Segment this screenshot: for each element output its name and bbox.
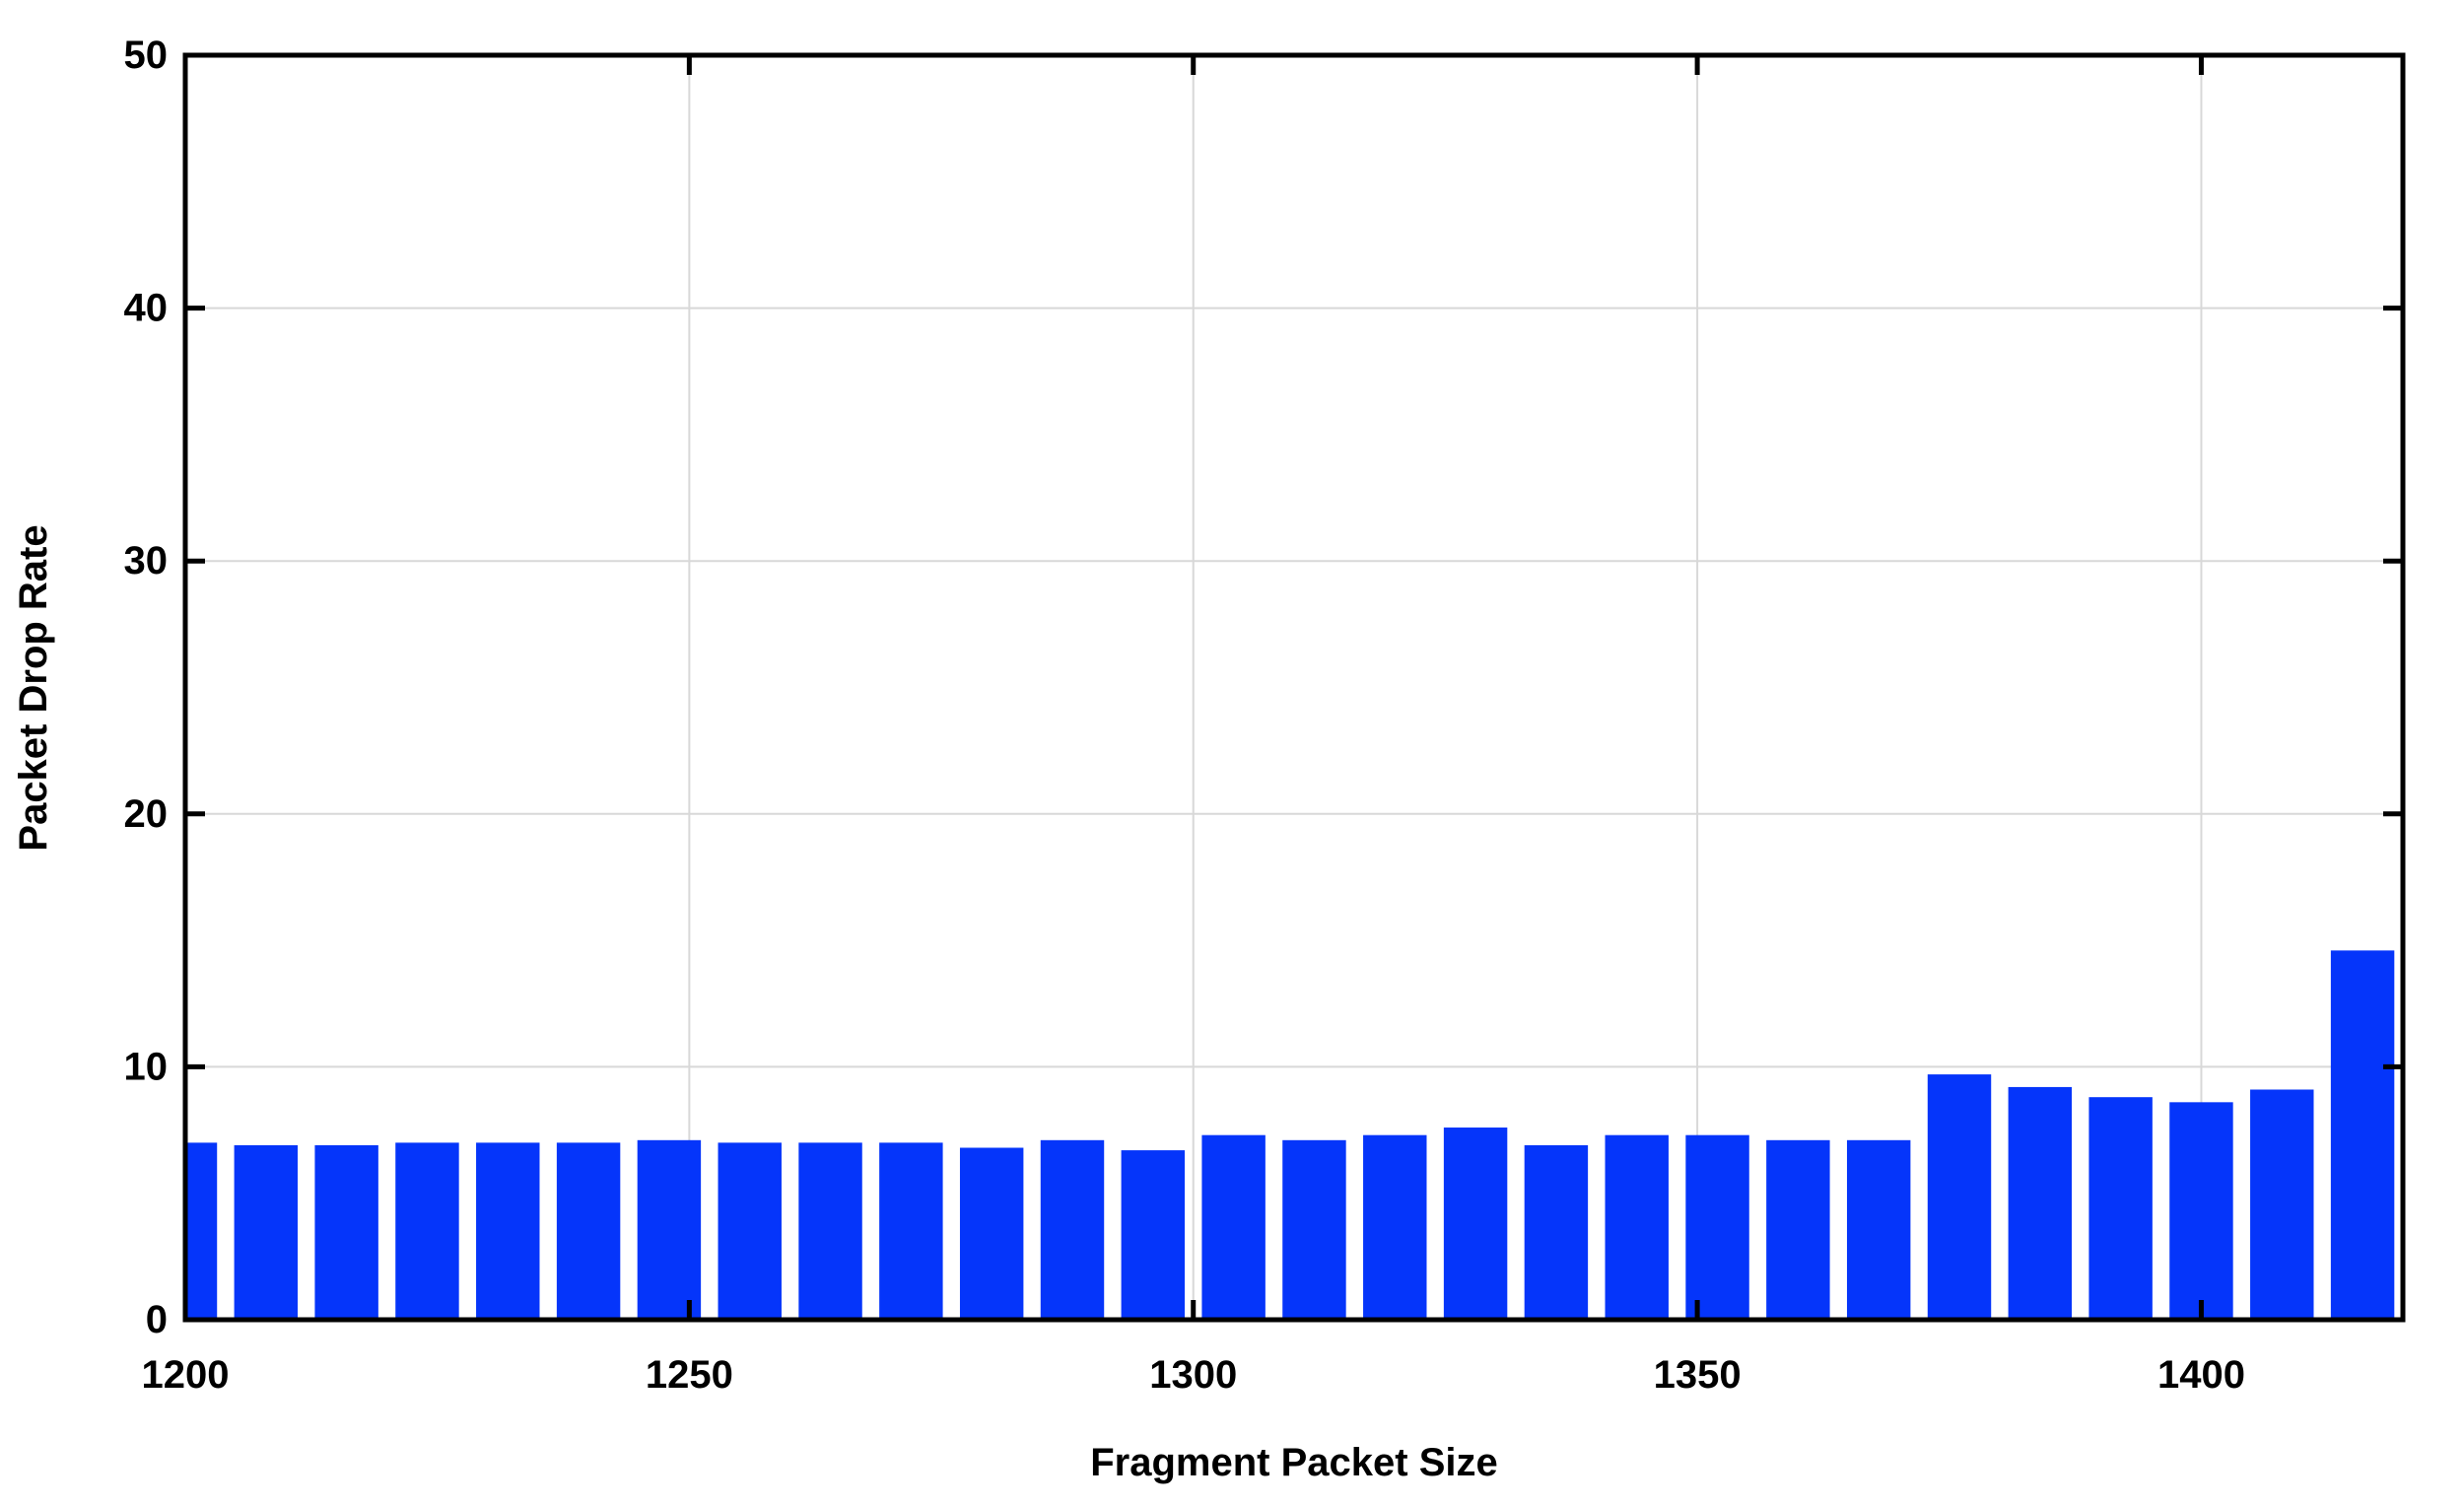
y-tick-label: 40 [124,287,169,330]
bar [1040,1139,1105,1320]
y-tick-label: 0 [146,1298,168,1341]
bar [1766,1139,1830,1320]
bar [1685,1134,1749,1320]
bar [2330,950,2395,1320]
bar [314,1144,378,1320]
x-axis-label: Fragment Packet Size [1090,1441,1498,1484]
y-tick-label: 30 [124,539,169,582]
bar [2169,1102,2233,1320]
y-axis-label: Packet Drop Rate [12,524,55,851]
axes-frame [182,52,2406,1323]
bars [185,950,2395,1320]
tick-labels: 1200 1250 1300 1350 1400 0 10 20 30 40 50 [124,34,2245,1397]
bar [1363,1134,1427,1320]
bar [1443,1127,1508,1320]
x-tick-label: 1200 [142,1353,230,1397]
bar [1846,1139,1911,1320]
bar [1927,1074,1992,1320]
x-tick-label: 1400 [2157,1353,2245,1397]
bar [1605,1134,1669,1320]
bar [1524,1144,1589,1320]
bar [2250,1089,2314,1320]
bar [879,1142,943,1320]
y-tick-label: 10 [124,1045,169,1088]
plot-border [182,52,2406,1323]
y-tick-label: 20 [124,792,169,836]
bar [798,1142,862,1320]
gridlines [185,55,2403,1320]
bar [1201,1134,1266,1320]
y-tick-label: 50 [124,34,169,77]
bar [476,1142,540,1320]
bar [637,1139,702,1320]
tick-marks [182,52,2403,1323]
bar [1121,1150,1186,1320]
x-tick-label: 1350 [1654,1353,1742,1397]
bar [718,1142,782,1320]
bar [395,1142,459,1320]
bar [959,1147,1024,1320]
bar [2008,1086,2073,1320]
bar [2088,1097,2153,1320]
bar [1282,1139,1346,1320]
bar [185,1142,218,1320]
x-tick-label: 1300 [1149,1353,1237,1397]
x-tick-label: 1250 [646,1353,733,1397]
bar [556,1142,621,1320]
bar [234,1144,299,1320]
